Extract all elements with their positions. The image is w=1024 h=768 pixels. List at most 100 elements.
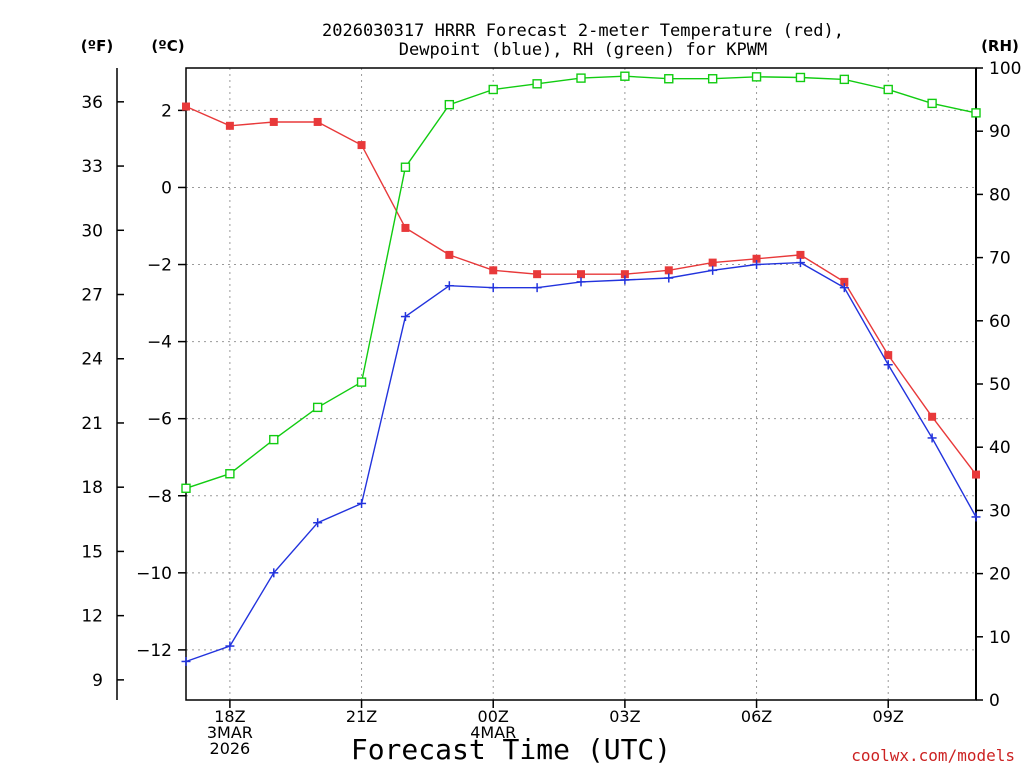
temperature-point <box>620 270 629 279</box>
f-tick-label: 21 <box>81 414 103 434</box>
f-tick-label: 15 <box>81 542 103 562</box>
dewpoint-point <box>488 283 498 293</box>
series-temperature <box>182 102 980 479</box>
chart-title-line2: Dewpoint (blue), RH (green) for KPWM <box>399 40 767 60</box>
x-tick-label: 00Z <box>478 707 509 726</box>
c-tick-label: 0 <box>161 178 172 198</box>
c-tick-label: −2 <box>147 256 172 276</box>
temperature-point <box>840 277 849 286</box>
x-tick-label: 18Z <box>214 707 245 726</box>
dewpoint-point <box>883 360 893 370</box>
rh-tick-label: 40 <box>989 438 1011 458</box>
rh-tick-label: 90 <box>989 122 1011 142</box>
dewpoint-point <box>752 260 762 270</box>
rh-tick-label: 0 <box>989 691 1000 711</box>
rh-point <box>312 402 323 413</box>
temperature-point <box>489 266 498 275</box>
rh-point <box>620 71 630 81</box>
rh-point <box>576 73 586 83</box>
f-tick-label: 24 <box>81 350 103 370</box>
dewpoint-point <box>444 281 454 291</box>
temperature-point <box>445 250 454 259</box>
x-tick-label: 21Z <box>346 707 377 726</box>
dewpoint-point <box>795 258 805 268</box>
x-tick-label: 3MAR <box>207 723 253 742</box>
temperature-point <box>357 141 366 150</box>
x-tick-label: 4MAR <box>470 723 516 742</box>
c-tick-label: −4 <box>147 333 172 353</box>
c-tick-label: −12 <box>136 641 172 661</box>
dewpoint-point <box>620 275 630 285</box>
rh-point <box>356 377 367 387</box>
temperature-point <box>972 470 980 479</box>
temperature-point <box>401 223 410 232</box>
x-tick-label: 2026 <box>210 739 251 758</box>
rh-point <box>971 108 981 118</box>
x-axis-label: Forecast Time (UTC) <box>351 733 671 766</box>
dewpoint-point <box>181 656 191 666</box>
f-tick-label: 36 <box>81 93 103 113</box>
temperature-point <box>225 121 234 130</box>
rh-tick-label: 30 <box>989 501 1011 521</box>
rh-tick-label: 60 <box>989 312 1011 332</box>
grid-layer <box>186 68 976 700</box>
temperature-point <box>796 250 805 259</box>
x-tick-label: 03Z <box>609 707 640 726</box>
rh-point <box>532 79 542 89</box>
dewpoint-line <box>185 261 977 663</box>
temperature-point <box>182 102 190 111</box>
temperature-point <box>533 270 542 279</box>
dewpoint-point <box>839 283 849 293</box>
f-tick-label: 18 <box>81 478 103 498</box>
axes-layer: 20−2−4−6−8−10−12363330272421181512910090… <box>81 59 1021 758</box>
rh-point <box>444 99 455 110</box>
f-tick-label: 33 <box>81 157 103 177</box>
rh-point <box>839 74 850 85</box>
rh-point <box>181 483 191 493</box>
x-tick-label: 09Z <box>873 707 904 726</box>
rh-point <box>795 72 806 83</box>
rh-point <box>707 74 718 84</box>
temperature-point <box>752 254 761 263</box>
temperature-point <box>928 412 937 421</box>
temperature-point <box>884 351 893 360</box>
temperature-point <box>269 117 278 126</box>
c-tick-label: 2 <box>161 101 172 121</box>
c-tick-label: −8 <box>147 487 172 507</box>
series-layer <box>181 71 981 666</box>
rh-tick-label: 70 <box>989 249 1011 269</box>
plot-frame <box>185 67 977 701</box>
rh-point <box>488 84 498 95</box>
dewpoint-point <box>971 512 981 522</box>
rh-tick-label: 100 <box>989 59 1021 79</box>
temperature-line <box>185 105 977 476</box>
dewpoint-point <box>313 518 323 528</box>
f-tick-label: 27 <box>81 286 103 306</box>
dewpoint-point <box>576 277 586 287</box>
watermark: coolwx.com/models <box>851 746 1015 765</box>
chart-title-line1: 2026030317 HRRR Forecast 2-meter Tempera… <box>322 21 844 41</box>
x-tick-label: 06Z <box>741 707 772 726</box>
rh-tick-label: 10 <box>989 628 1011 648</box>
temperature-point <box>708 258 717 267</box>
temperature-point <box>313 117 322 126</box>
c-tick-label: −10 <box>136 564 172 584</box>
dewpoint-point <box>927 433 937 443</box>
rh-point <box>400 162 411 172</box>
unit-rh-label: (RH) <box>981 37 1019 55</box>
rh-point <box>269 434 279 445</box>
dewpoint-point <box>664 273 674 283</box>
unit-c-label: (ºC) <box>151 37 184 55</box>
dewpoint-point <box>269 568 279 578</box>
series-dewpoint <box>181 258 981 666</box>
unit-f-label: (ºF) <box>81 37 113 55</box>
rh-tick-label: 20 <box>989 565 1011 585</box>
f-tick-label: 12 <box>81 607 103 627</box>
temperature-point <box>664 266 673 275</box>
c-tick-label: −6 <box>147 410 172 430</box>
rh-tick-label: 80 <box>989 185 1011 205</box>
rh-point <box>225 469 235 479</box>
rh-point <box>927 98 937 109</box>
temperature-point <box>577 270 585 279</box>
dewpoint-point <box>400 312 410 322</box>
